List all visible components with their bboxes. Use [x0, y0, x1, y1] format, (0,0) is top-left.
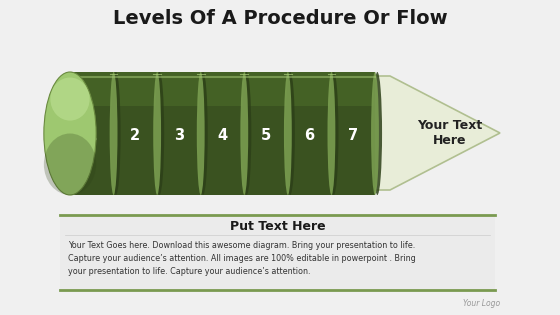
Ellipse shape — [286, 72, 295, 195]
Ellipse shape — [155, 72, 164, 195]
Ellipse shape — [111, 72, 120, 195]
Ellipse shape — [153, 72, 161, 195]
Ellipse shape — [242, 72, 251, 195]
Ellipse shape — [198, 72, 208, 195]
Text: Your Text Goes here. Download this awesome diagram. Bring your presentation to l: Your Text Goes here. Download this aweso… — [68, 241, 416, 276]
Ellipse shape — [44, 134, 96, 195]
Ellipse shape — [372, 72, 382, 195]
Ellipse shape — [328, 72, 335, 195]
Ellipse shape — [329, 72, 338, 195]
Bar — [70, 72, 375, 195]
Text: 5: 5 — [261, 128, 271, 143]
Polygon shape — [70, 76, 500, 190]
Text: 7: 7 — [348, 128, 358, 143]
Ellipse shape — [284, 72, 292, 195]
Text: 2: 2 — [130, 128, 141, 143]
Text: 6: 6 — [305, 128, 315, 143]
Text: 3: 3 — [174, 128, 184, 143]
Text: Your Logo: Your Logo — [463, 299, 500, 308]
Text: 1: 1 — [87, 128, 97, 143]
Ellipse shape — [371, 72, 379, 195]
Ellipse shape — [44, 72, 96, 195]
Ellipse shape — [110, 72, 118, 195]
Bar — [60, 215, 495, 290]
Text: Levels Of A Procedure Or Flow: Levels Of A Procedure Or Flow — [113, 9, 447, 27]
Text: Your Text
Here: Your Text Here — [417, 119, 483, 147]
Ellipse shape — [50, 77, 90, 121]
Ellipse shape — [240, 72, 248, 195]
Text: 4: 4 — [217, 128, 227, 143]
Ellipse shape — [197, 72, 204, 195]
Bar — [70, 72, 375, 106]
Text: Put Text Here: Put Text Here — [230, 220, 325, 232]
